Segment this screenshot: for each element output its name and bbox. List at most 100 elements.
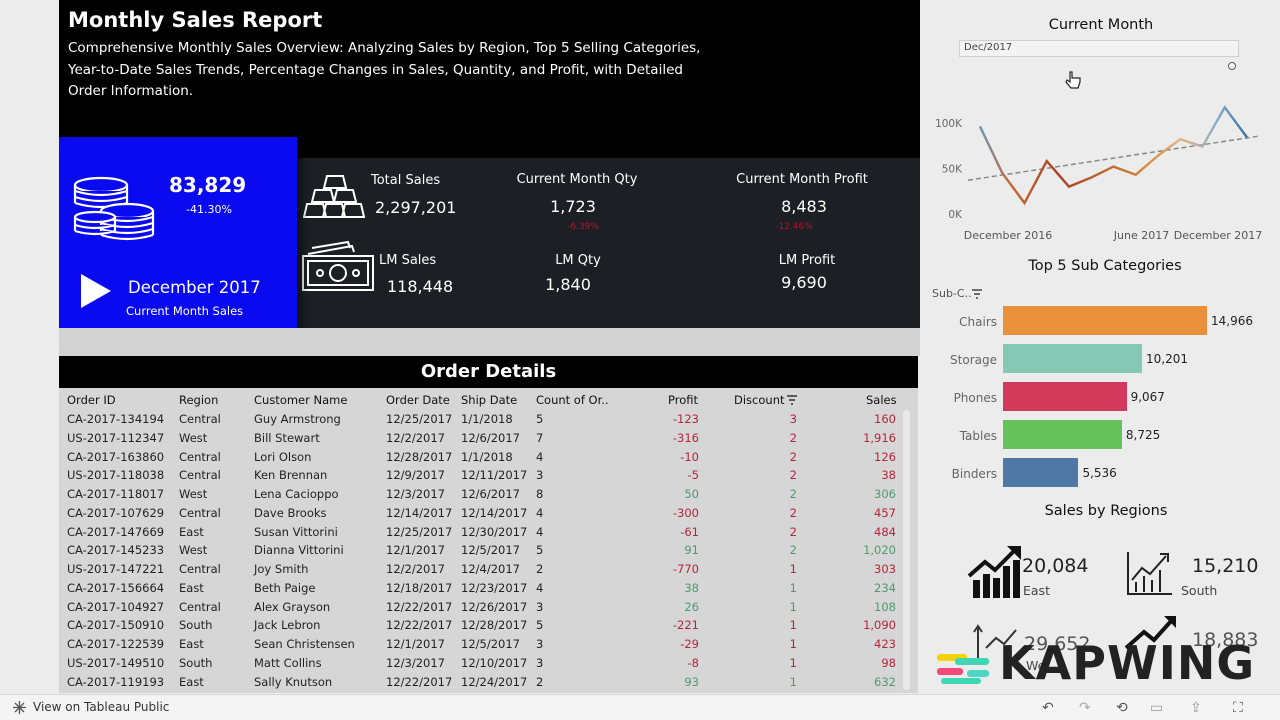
cell-customer-name: Bill Stewart [254, 430, 320, 445]
cell-count-orders: 3 [536, 468, 544, 483]
col-order-id[interactable]: Order ID [67, 393, 116, 407]
page-title: Monthly Sales Report [68, 8, 323, 32]
table-row[interactable]: CA-2017-145233 West Dianna Vittorini 12/1/2… [59, 541, 904, 560]
cell-profit: -5 [687, 468, 699, 483]
lm-sales-value: 118,448 [387, 277, 454, 296]
cell-order-date: 12/3/2017 [386, 655, 445, 670]
cell-count-orders: 2 [536, 674, 544, 689]
current-month-title: Current Month [1048, 17, 1154, 33]
col-region[interactable]: Region [179, 393, 219, 407]
col-sales[interactable]: Sales [866, 393, 897, 407]
cell-ship-date: 12/5/2017 [461, 637, 520, 651]
order-details-table[interactable]: Order ID Region Customer Name Order Date… [59, 388, 918, 693]
lm-qty-label: LM Qty [555, 253, 601, 268]
coins-icon [73, 176, 155, 241]
cell-customer-name: Matt Collins [254, 655, 322, 670]
sales-trend-chart: 0K 50K 100K December 2016 June 2017 December… [935, 105, 1262, 242]
kapwing-watermark: KAPWING [927, 634, 1267, 694]
col-order-date[interactable]: Order Date [386, 393, 450, 407]
tableau-logo-icon [13, 701, 26, 714]
cell-order-date: 12/22/2017 [386, 618, 453, 633]
growth-chart-icon [1124, 616, 1176, 650]
cell-discount: 2 [789, 543, 797, 558]
cell-region: East [179, 524, 204, 539]
table-row[interactable]: CA-2017-163860 Central Lori Olson 12/28/201… [59, 448, 904, 467]
cell-order-date: 12/18/2017 [386, 580, 453, 595]
cell-profit: 26 [684, 599, 699, 614]
table-row[interactable]: CA-2017-122539 East Sean Christensen 12/1/2… [59, 635, 904, 654]
bar-storage[interactable] [1003, 344, 1143, 373]
total-sales-value: 2,297,201 [375, 198, 457, 217]
growth-chart-outline-icon [1127, 552, 1172, 595]
cell-ship-date: 12/26/2017 [461, 599, 528, 614]
col-customer-name[interactable]: Customer Name [254, 393, 348, 407]
sort-icon[interactable] [972, 289, 982, 299]
table-row[interactable]: US-2017-112347 West Bill Stewart 12/2/2017 1… [59, 429, 904, 448]
cell-sales: 108 [874, 599, 896, 614]
month-filter-select[interactable]: Dec/2017 [959, 40, 1239, 57]
subcategory-field-label: Sub-C.. [932, 287, 972, 300]
col-count-orders[interactable]: Count of Or.. [536, 393, 609, 407]
cell-profit: -221 [672, 618, 699, 633]
share-icon[interactable]: ⇪ [1190, 700, 1202, 716]
table-row[interactable]: CA-2017-118017 West Lena Cacioppo 12/3/2017… [59, 485, 904, 504]
cell-ship-date: 1/1/2018 [461, 412, 513, 426]
bar-category-label: Chairs [959, 315, 997, 329]
growth-chart-icon [967, 546, 1021, 598]
table-row[interactable]: CA-2017-150910 South Jack Lebron 12/22/2017… [59, 616, 904, 635]
redo-icon[interactable]: ↷ [1079, 700, 1091, 716]
cell-sales: 160 [874, 412, 896, 426]
table-row[interactable]: CA-2017-119193 East Sally Knutson 12/22/201… [59, 673, 904, 692]
x-tick-label: December 2017 [1174, 229, 1262, 242]
cell-discount: 3 [789, 412, 797, 426]
table-row[interactable]: CA-2017-134194 Central Guy Armstrong 12/25/… [59, 410, 904, 429]
cell-order-date: 12/25/2017 [386, 412, 453, 426]
table-row[interactable]: US-2017-118038 Central Ken Brennan 12/9/201… [59, 466, 904, 485]
cell-sales: 38 [881, 468, 896, 483]
lm-qty-value: 1,840 [545, 275, 591, 294]
revert-icon[interactable]: ⟲ [1116, 700, 1128, 716]
cm-qty-change: -6.39% [567, 222, 599, 232]
cell-region: West [179, 430, 208, 445]
col-profit[interactable]: Profit [668, 393, 698, 407]
cell-region: South [179, 618, 213, 633]
col-ship-date[interactable]: Ship Date [461, 393, 518, 407]
fullscreen-icon[interactable]: ⛶ [1233, 700, 1243, 716]
cell-order-id: CA-2017-104927 [67, 599, 165, 614]
y-tick-label: 50K [942, 163, 963, 175]
cell-profit: 50 [684, 487, 699, 501]
cell-sales: 126 [874, 449, 896, 464]
bar-phones[interactable] [1003, 382, 1127, 411]
bar-binders[interactable] [1003, 458, 1079, 487]
bar-tables[interactable] [1003, 420, 1122, 449]
cell-customer-name: Dianna Vittorini [254, 543, 344, 558]
lm-profit-value: 9,690 [781, 273, 827, 292]
bar-chairs[interactable] [1003, 306, 1207, 335]
cell-order-id: CA-2017-163860 [67, 449, 165, 464]
table-row[interactable]: US-2017-147221 Central Joy Smith 12/2/2017 1… [59, 560, 904, 579]
col-discount[interactable]: Discount [734, 393, 785, 407]
cell-order-date: 12/28/2017 [386, 449, 453, 464]
table-row[interactable]: CA-2017-104927 Central Alex Grayson 12/22/2… [59, 598, 904, 617]
cell-count-orders: 2 [536, 562, 544, 576]
cell-region: South [179, 655, 213, 670]
cell-customer-name: Ken Brennan [254, 468, 328, 483]
cell-region: Central [179, 599, 221, 614]
undo-icon[interactable]: ↶ [1042, 700, 1054, 716]
view-on-tableau-link[interactable]: View on Tableau Public [33, 700, 170, 714]
table-row[interactable]: CA-2017-107629 Central Dave Brooks 12/14/20… [59, 504, 904, 523]
pause-icon[interactable]: ▭ [1150, 700, 1164, 716]
cell-order-id: CA-2017-119193 [67, 674, 165, 689]
current-month-sales-change: -41.30% [186, 203, 232, 216]
table-row[interactable]: CA-2017-147669 East Susan Vittorini 12/25/2… [59, 523, 904, 542]
cell-region: West [179, 487, 208, 501]
cell-sales: 306 [874, 487, 896, 501]
sort-icon[interactable] [787, 395, 797, 405]
slider-handle[interactable] [1228, 62, 1236, 70]
cell-count-orders: 4 [536, 505, 544, 520]
cell-ship-date: 12/28/2017 [461, 618, 528, 633]
table-scrollbar[interactable] [903, 410, 910, 690]
play-icon[interactable] [79, 272, 113, 310]
table-row[interactable]: US-2017-149510 South Matt Collins 12/3/2017… [59, 654, 904, 673]
table-row[interactable]: CA-2017-156664 East Beth Paige 12/18/2017 12… [59, 579, 904, 598]
